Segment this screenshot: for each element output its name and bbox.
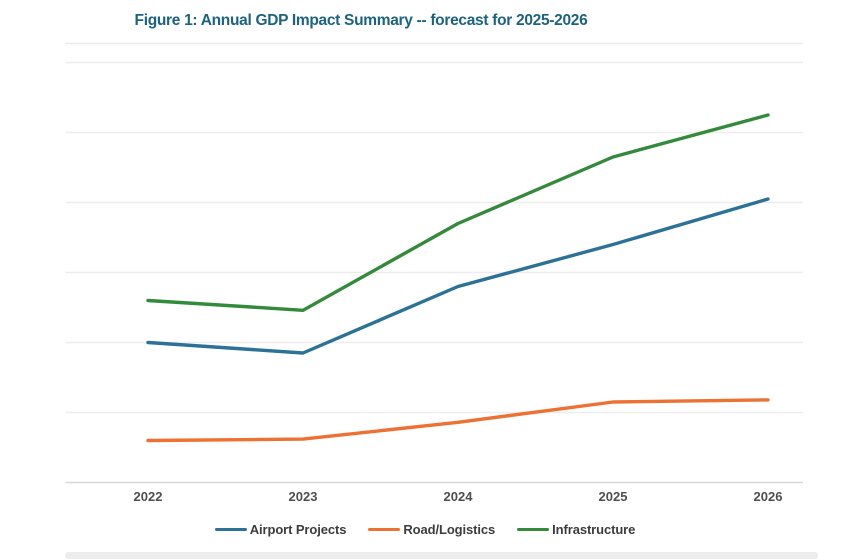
series-line-airport-projects[interactable]: [146, 197, 770, 355]
series-line-road-logistics[interactable]: [146, 398, 770, 443]
horizontal-scrollbar[interactable]: [65, 552, 818, 559]
x-tick-label-2026: 2026: [753, 489, 783, 504]
legend-item-airport-projects[interactable]: Airport Projects: [214, 522, 347, 537]
series-line-infrastructure[interactable]: [146, 113, 770, 312]
legend-line-swatch: [368, 527, 401, 532]
legend-line-swatch: [517, 527, 550, 532]
legend-label: Airport Projects: [249, 522, 347, 537]
legend-label: Infrastructure: [552, 522, 636, 537]
legend-line-swatch: [214, 527, 247, 532]
legend-item-infrastructure[interactable]: Infrastructure: [517, 522, 635, 537]
x-tick-label-2025: 2025: [598, 489, 628, 504]
chart-title: Figure 1: Annual GDP Impact Summary -- f…: [134, 12, 588, 29]
legend-item-road-logistics[interactable]: Road/Logistics: [368, 522, 495, 537]
legend-label: Road/Logistics: [403, 522, 496, 537]
legend: Airport Projects Road/Logistics Infrastruc…: [0, 522, 850, 537]
x-tick-label-2024: 2024: [443, 489, 473, 504]
x-tick-label-2023: 2023: [288, 489, 318, 504]
x-tick-label-2022: 2022: [133, 489, 163, 504]
